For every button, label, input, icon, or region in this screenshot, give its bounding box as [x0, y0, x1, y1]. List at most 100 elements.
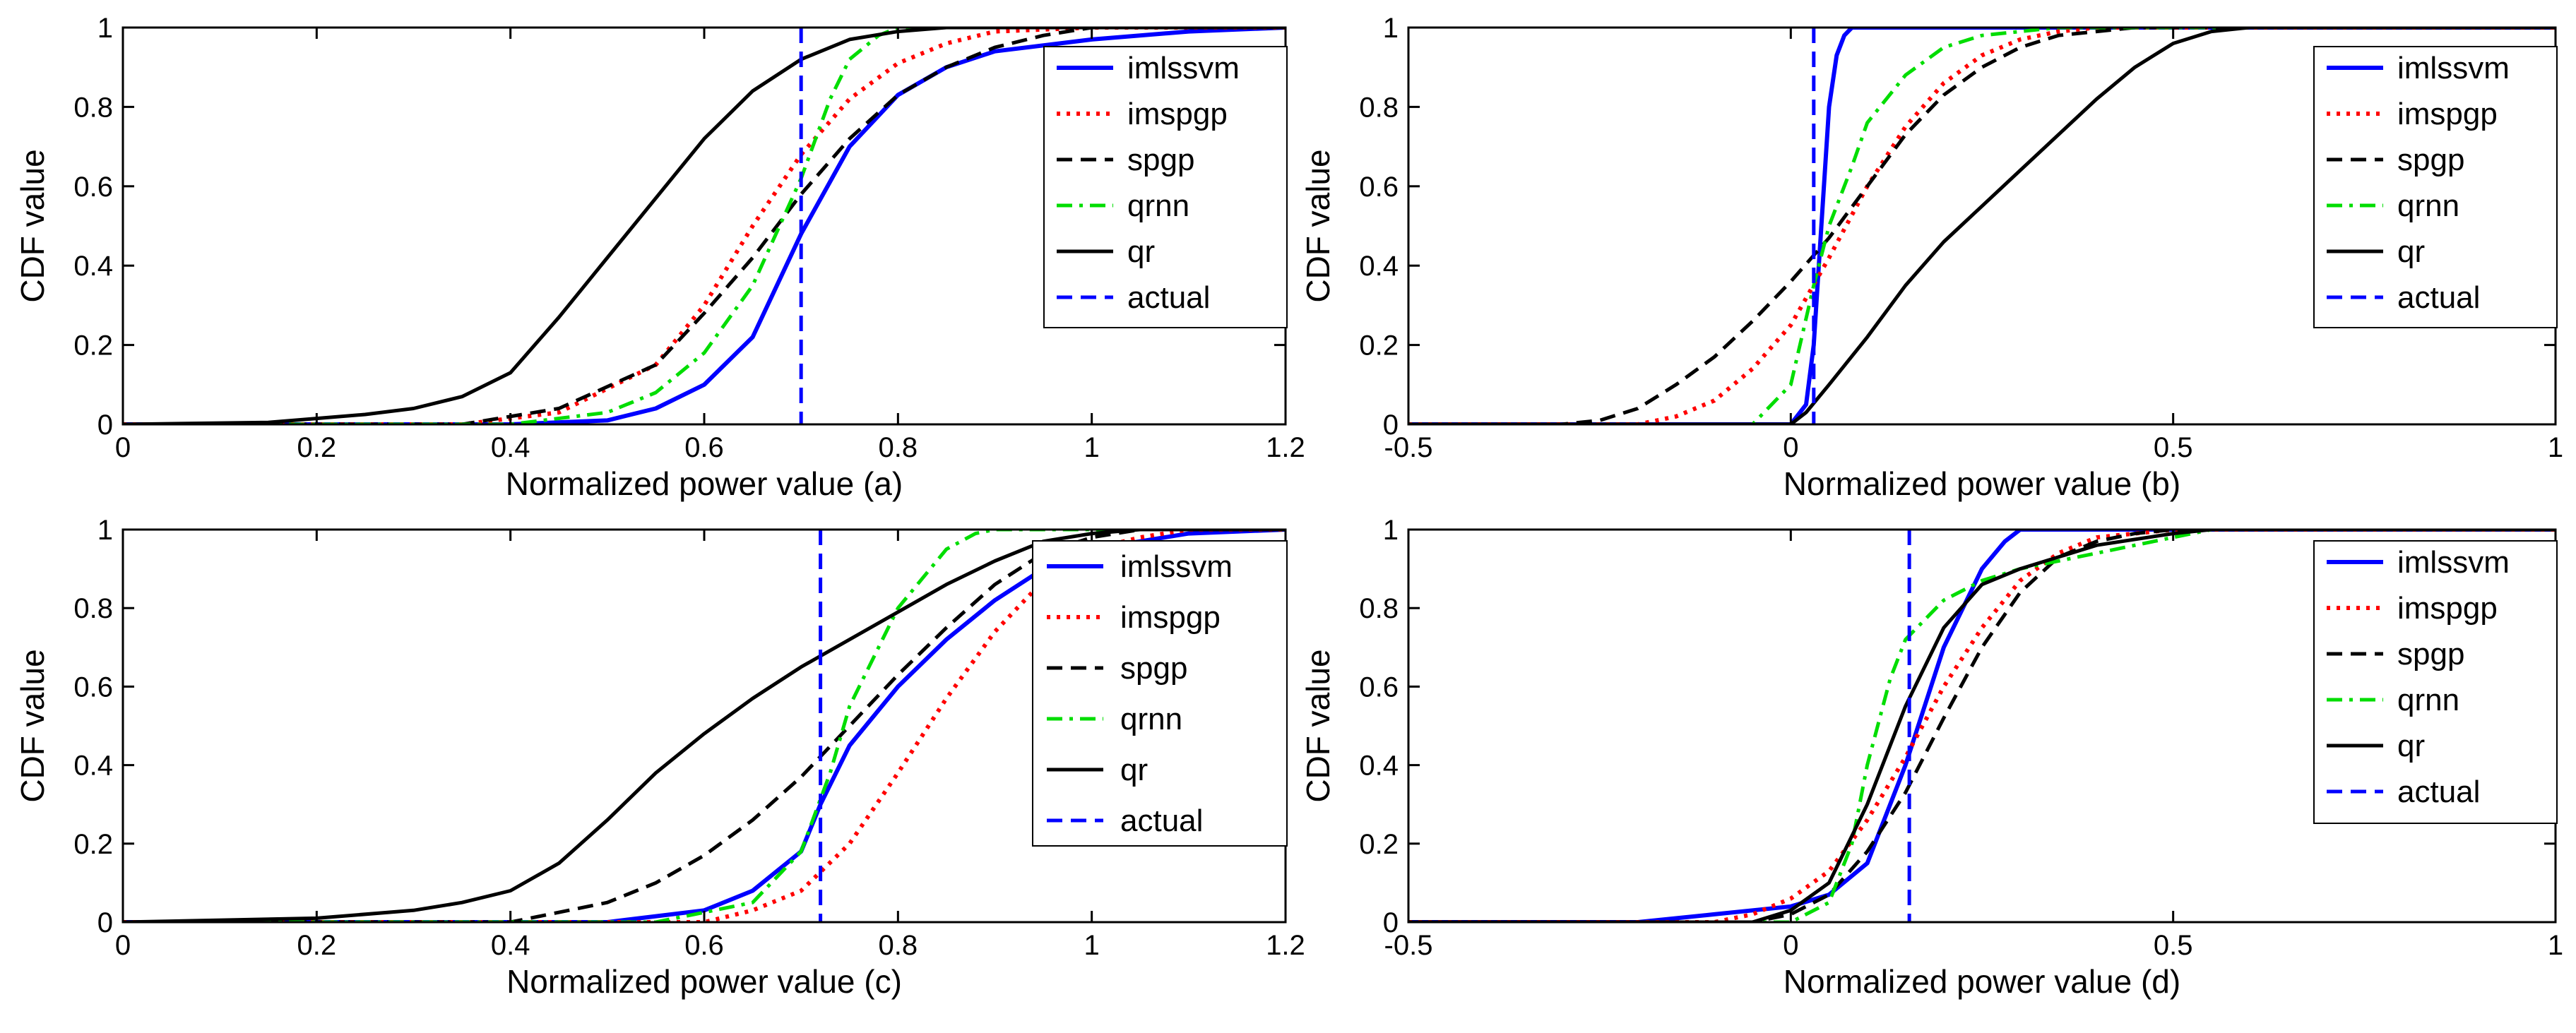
- x-axis-label: Normalized power value (b): [1783, 465, 2180, 502]
- series-line-qrnn: [1408, 530, 2556, 922]
- series-line-imspgp: [1408, 530, 2556, 922]
- x-tick-label: 0.5: [2154, 432, 2193, 463]
- x-tick-label: 1.2: [1266, 930, 1305, 961]
- y-tick-label: 1: [1383, 515, 1399, 546]
- legend-label-spgp: spgp: [2397, 143, 2464, 177]
- y-tick-label: 0.2: [73, 829, 113, 860]
- x-axis-label: Normalized power value (d): [1783, 963, 2180, 1000]
- legend-label-qr: qr: [1120, 753, 1148, 787]
- series-line-spgp: [1408, 530, 2556, 922]
- series-group: [1408, 28, 2556, 424]
- series-group: [1408, 530, 2556, 922]
- legend-label-qrnn: qrnn: [1120, 702, 1182, 736]
- chart-panel-a: 0 0.2 0.4 0.6 0.8 1 1.2 0 0.2 0.4 0.6 0.8 1 Normalize…: [14, 13, 1305, 502]
- legend-label-imlssvm: imlssvm: [1120, 549, 1233, 584]
- y-axis-label: CDF value: [14, 149, 51, 302]
- legend-label-imlssvm: imlssvm: [1127, 51, 1240, 85]
- legend-label-imlssvm: imlssvm: [2397, 51, 2510, 85]
- legend-label-imspgp: imspgp: [2397, 97, 2498, 131]
- legend-label-spgp: spgp: [1120, 651, 1187, 686]
- x-tick-label: 1: [2548, 930, 2563, 961]
- x-tick-label: 1.2: [1266, 432, 1305, 463]
- legend-label-qr: qr: [2397, 234, 2425, 269]
- y-tick-label: 0.8: [73, 92, 113, 123]
- legend-label-spgp: spgp: [1127, 143, 1194, 177]
- legend-label-actual: actual: [2397, 280, 2480, 315]
- series-line-qr: [123, 28, 1286, 424]
- chart-panel-c: 0 0.2 0.4 0.6 0.8 1 1.2 0 0.2 0.4 0.6 0.8 1 Normalize…: [14, 515, 1305, 1000]
- x-axis-label: Normalized power value (a): [506, 465, 903, 502]
- x-tick-label: 0.8: [879, 432, 918, 463]
- x-tick-label: 1: [1084, 930, 1100, 961]
- legend-label-qr: qr: [2397, 729, 2425, 763]
- series-line-imlssvm: [123, 28, 1286, 424]
- series-line-spgp: [1408, 28, 2556, 424]
- y-tick-label: 0.8: [73, 593, 113, 624]
- y-axis-label: CDF value: [1300, 649, 1336, 802]
- x-tick-label: -0.5: [1384, 432, 1433, 463]
- legend-label-actual: actual: [2397, 775, 2480, 809]
- x-tick-label: 0: [115, 930, 131, 961]
- legend-label-qrnn: qrnn: [2397, 683, 2459, 717]
- y-axis-label: CDF value: [1300, 149, 1336, 302]
- x-tick-label: 1: [1084, 432, 1100, 463]
- y-tick-label: 0.4: [73, 251, 113, 282]
- legend-label-imlssvm: imlssvm: [2397, 545, 2510, 580]
- x-tick-label: -0.5: [1384, 930, 1433, 961]
- y-tick-label: 0.6: [73, 172, 113, 203]
- y-tick-label: 0: [97, 410, 113, 441]
- legend-box: [2313, 540, 2558, 824]
- legend-label-qrnn: qrnn: [1127, 189, 1189, 223]
- x-tick-label: 0.6: [684, 930, 724, 961]
- x-tick-label: 0.8: [879, 930, 918, 961]
- series-line-spgp: [123, 28, 1286, 424]
- legend-box: [1032, 540, 1288, 847]
- legend-label-qr: qr: [1127, 234, 1155, 269]
- series-line-qr: [1408, 28, 2556, 424]
- legend-label-imspgp: imspgp: [1127, 97, 1228, 131]
- y-axis-label: CDF value: [14, 649, 51, 802]
- x-tick-label: 0: [1783, 930, 1798, 961]
- x-tick-label: 0.6: [684, 432, 724, 463]
- x-tick-label: 0.5: [2154, 930, 2193, 961]
- series-line-imlssvm: [1408, 530, 2556, 922]
- y-tick-label: 0.4: [1359, 751, 1399, 782]
- y-tick-label: 1: [1383, 13, 1399, 44]
- y-tick-label: 0.4: [73, 751, 113, 782]
- legend: imlssvm imspgp spgp qrnn qr actual: [1032, 540, 1288, 847]
- legend: imlssvm imspgp spgp qrnn qr actual: [1043, 46, 1288, 328]
- series-line-imlssvm: [1408, 28, 2556, 424]
- y-tick-label: 0.2: [73, 330, 113, 362]
- y-tick-label: 0.2: [1359, 330, 1399, 362]
- legend-box: [2313, 46, 2558, 328]
- series-group: [123, 28, 1286, 424]
- x-tick-label: 0.2: [297, 930, 337, 961]
- x-tick-label: 0: [1783, 432, 1798, 463]
- series-line-qr: [1408, 530, 2556, 922]
- y-tick-label: 0.4: [1359, 251, 1399, 282]
- x-tick-label: 0: [115, 432, 131, 463]
- y-tick-label: 0: [97, 907, 113, 938]
- legend-label-imspgp: imspgp: [2397, 591, 2498, 626]
- x-tick-label: 1: [2548, 432, 2563, 463]
- y-tick-label: 0.6: [1359, 172, 1399, 203]
- y-tick-label: 0: [1383, 907, 1399, 938]
- y-tick-label: 0.8: [1359, 92, 1399, 123]
- legend-label-actual: actual: [1120, 804, 1203, 838]
- x-axis-label: Normalized power value (c): [506, 963, 902, 1000]
- legend-label-qrnn: qrnn: [2397, 189, 2459, 223]
- legend-box: [1043, 46, 1288, 328]
- legend: imlssvm imspgp spgp qrnn qr actual: [2313, 540, 2558, 824]
- legend-label-actual: actual: [1127, 280, 1210, 315]
- x-tick-label: 0.2: [297, 432, 337, 463]
- y-tick-label: 0.2: [1359, 829, 1399, 860]
- y-tick-label: 0.6: [1359, 671, 1399, 703]
- legend: imlssvm imspgp spgp qrnn qr actual: [2313, 46, 2558, 328]
- x-tick-label: 0.4: [491, 432, 530, 463]
- y-tick-label: 1: [97, 13, 113, 44]
- y-tick-label: 0.8: [1359, 593, 1399, 624]
- x-tick-label: 0.4: [491, 930, 530, 961]
